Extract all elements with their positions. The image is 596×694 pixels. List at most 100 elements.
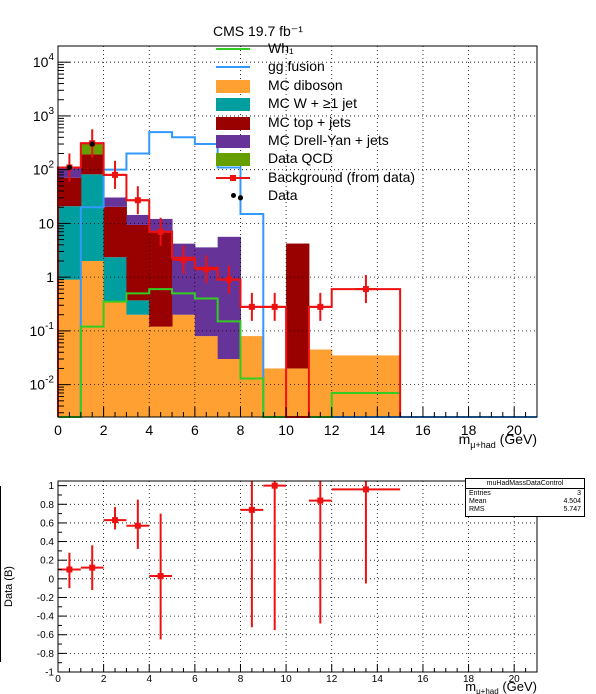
x-axis-label: mμ+had (GeV) bbox=[459, 431, 537, 450]
background-point bbox=[180, 256, 187, 263]
y-tick-label: 1 bbox=[46, 269, 54, 285]
background-point bbox=[112, 171, 119, 178]
stats-value: 5.747 bbox=[563, 506, 581, 513]
legend-label: gg fusion bbox=[268, 58, 325, 75]
x-tick-label: 0 bbox=[54, 422, 62, 438]
ratio-point bbox=[126, 499, 150, 550]
stack-bar bbox=[286, 368, 310, 417]
ratio-marker bbox=[89, 564, 96, 571]
ratio-point bbox=[149, 513, 173, 640]
y-tick-label: -1 bbox=[45, 668, 54, 679]
stack-bar bbox=[126, 224, 150, 301]
x-tick-label: 4 bbox=[145, 422, 153, 438]
y-tick-label: 1 bbox=[48, 481, 54, 492]
stack-bar bbox=[103, 257, 127, 302]
ratio-marker bbox=[317, 497, 324, 504]
stack-bar bbox=[194, 336, 219, 417]
ratio-marker bbox=[157, 573, 164, 580]
y-tick-label: 103 bbox=[33, 106, 55, 124]
data-point bbox=[66, 164, 73, 171]
legend-entry: MC diboson bbox=[212, 77, 412, 95]
x-tick-label: 18 bbox=[461, 422, 477, 438]
ratio-point bbox=[308, 481, 332, 624]
x-tick-label: 20 bbox=[509, 674, 521, 685]
x-tick-label: 12 bbox=[324, 422, 340, 438]
stats-label: Mean bbox=[469, 498, 487, 505]
stack-bar bbox=[58, 206, 82, 280]
background-marker bbox=[149, 217, 172, 246]
y-tick-label: -0.2 bbox=[37, 593, 55, 604]
x-tick-label: 10 bbox=[281, 674, 293, 685]
legend-entry: Wh₁ bbox=[212, 40, 412, 58]
background-marker bbox=[126, 186, 149, 215]
stack-bar bbox=[377, 355, 401, 417]
legend-entry: MC Drell-Yan + jets bbox=[212, 132, 412, 150]
y-tick-label: 0.4 bbox=[40, 537, 54, 548]
legend-entry: gg fusion bbox=[212, 58, 412, 76]
background-marker bbox=[309, 292, 332, 321]
stats-row-rms: RMS 5.747 bbox=[466, 506, 584, 514]
background-point bbox=[317, 303, 324, 310]
stack-bar bbox=[286, 243, 310, 369]
legend-dot bbox=[231, 193, 236, 199]
data-point bbox=[89, 141, 95, 147]
background-marker bbox=[240, 292, 263, 321]
y-tick-label: 10-1 bbox=[30, 321, 55, 339]
background-marker bbox=[104, 160, 127, 189]
stack-bar bbox=[58, 177, 82, 207]
stats-row-mean: Mean 4.504 bbox=[466, 498, 584, 506]
legend-label: MC top + jets bbox=[268, 113, 351, 130]
ratio-point bbox=[263, 481, 287, 631]
y-tick-label: 10 bbox=[38, 215, 54, 231]
background-point bbox=[226, 276, 233, 283]
y-axis-top: 10-2 10-1 1 10 102 103 104 bbox=[30, 45, 70, 414]
legend-entry: Data QCD bbox=[212, 150, 412, 168]
legend-marker bbox=[216, 174, 250, 181]
stack-bar bbox=[331, 355, 356, 417]
stack-bar bbox=[217, 236, 241, 360]
stack-bar bbox=[126, 214, 150, 225]
x-tick-label: 14 bbox=[370, 422, 386, 438]
legend-label: Data QCD bbox=[268, 150, 333, 167]
x-tick-label: 0 bbox=[55, 674, 61, 685]
y-tick-label: 102 bbox=[33, 160, 55, 178]
ratio-marker bbox=[362, 486, 369, 493]
stack-bar bbox=[217, 359, 241, 417]
ratio-marker bbox=[271, 482, 278, 489]
y-tick-label: 10-2 bbox=[30, 375, 55, 393]
stack-bar bbox=[149, 231, 173, 327]
stack-bar bbox=[58, 279, 82, 417]
stats-row-entries: Entries 3 bbox=[466, 490, 584, 498]
y-axis-label: Data (B) bbox=[3, 566, 15, 607]
legend-label: MC Drell-Yan + jets bbox=[268, 131, 389, 148]
legend-swatch bbox=[216, 134, 250, 148]
legend-label: Wh₁ bbox=[268, 40, 294, 56]
legend-swatch bbox=[216, 79, 250, 93]
stack-bar bbox=[103, 206, 127, 258]
stack-bar bbox=[354, 355, 378, 417]
ratio-marker bbox=[248, 506, 255, 513]
legend-label: Data bbox=[268, 187, 298, 204]
y-tick-label: -0.6 bbox=[37, 630, 55, 641]
stack-bar bbox=[263, 368, 287, 417]
stack-series bbox=[58, 174, 150, 315]
y-axis-ratio: -1 -0.8 -0.6 -0.4 -0.2 0 0.2 0.4 0.6 0.8 1 Data (B) bbox=[0, 481, 67, 679]
legend-entry: Background (from data) bbox=[212, 169, 415, 187]
background-point bbox=[362, 286, 369, 293]
legend-label: MC diboson bbox=[268, 76, 343, 93]
x-tick-label: 16 bbox=[415, 422, 431, 438]
ratio-point bbox=[80, 545, 104, 591]
x-tick-label: 16 bbox=[417, 674, 429, 685]
background-point bbox=[248, 303, 255, 310]
ratio-marker bbox=[112, 517, 119, 524]
x-tick-label: 6 bbox=[191, 422, 199, 438]
x-tick-label: 2 bbox=[101, 674, 107, 685]
y-tick-label: 0.6 bbox=[40, 518, 54, 529]
data-point bbox=[237, 195, 244, 201]
x-tick-label: 18 bbox=[463, 674, 475, 685]
legend-line bbox=[216, 48, 250, 50]
legend-marker-dot bbox=[230, 174, 236, 181]
